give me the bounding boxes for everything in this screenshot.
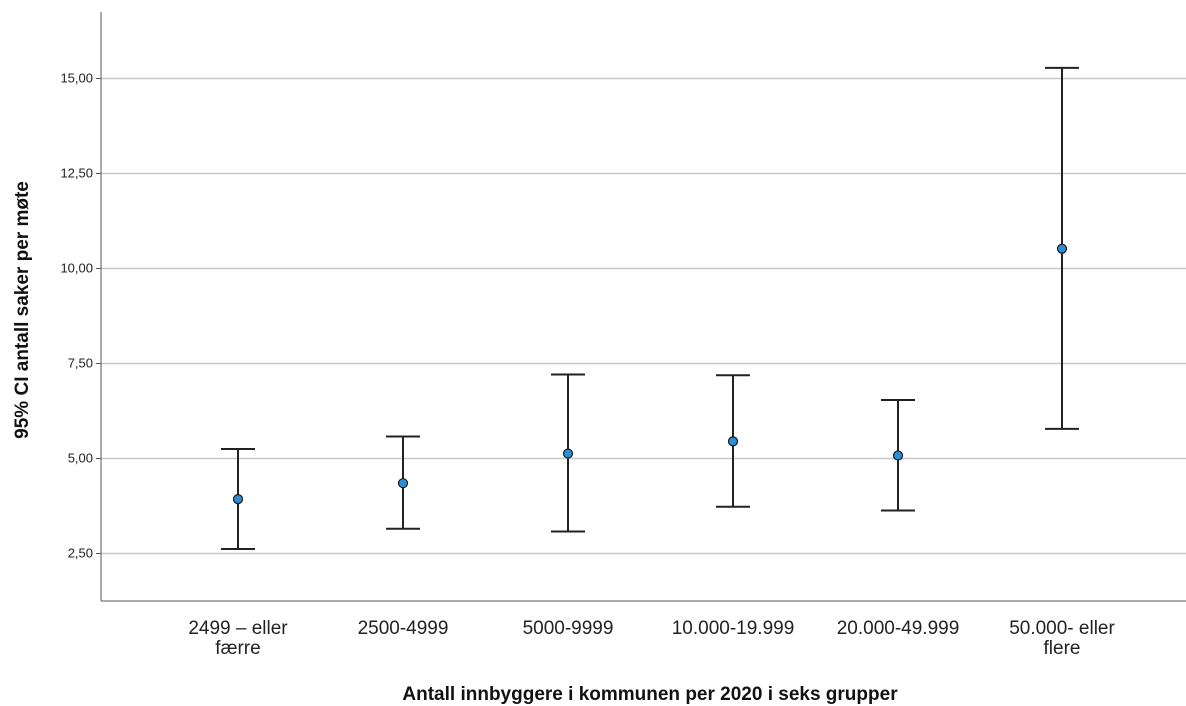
x-category-label: 2499 – eller færre [188,618,288,659]
axes [100,12,1186,602]
x-category-label: 5000-9999 [523,618,614,639]
mean-points [232,243,1068,505]
x-category-label: 50.000- eller flere [1009,618,1115,659]
y-tick-label: 15,00 [60,71,93,86]
mean-point [232,494,244,505]
y-tick-label: 2,50 [68,546,93,561]
error-bars [221,66,1079,550]
y-tick-label: 5,00 [68,451,93,466]
x-category-label: 20.000-49.999 [837,618,960,639]
y-tick-label: 10,00 [60,261,93,276]
y-axis-title: 95% CI antall saker per møte [12,181,33,439]
x-category-labels: 2499 – eller færre 2500-4999 5000-9999 10.00… [188,618,1115,659]
x-category-label: 10.000-19.999 [672,618,795,639]
y-tick-label: 7,50 [68,356,93,371]
mean-point [397,478,409,489]
x-axis-title: Antall innbyggere i kommunen per 2020 i … [402,684,898,705]
mean-point [1056,243,1068,254]
mean-point [562,448,574,459]
y-tick-labels: 2,50 5,00 7,50 10,00 12,50 15,00 [60,71,101,561]
gridlines [101,77,1186,555]
mean-point [892,450,904,461]
x-category-label: 2500-4999 [358,618,449,639]
y-tick-label: 12,50 [60,166,93,181]
mean-point [727,436,739,447]
